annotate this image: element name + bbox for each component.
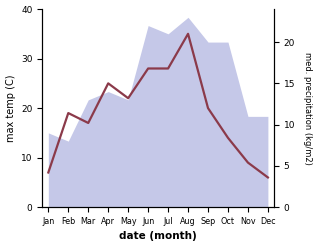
Y-axis label: med. precipitation (kg/m2): med. precipitation (kg/m2) [303, 52, 313, 165]
X-axis label: date (month): date (month) [119, 231, 197, 242]
Y-axis label: max temp (C): max temp (C) [5, 74, 16, 142]
